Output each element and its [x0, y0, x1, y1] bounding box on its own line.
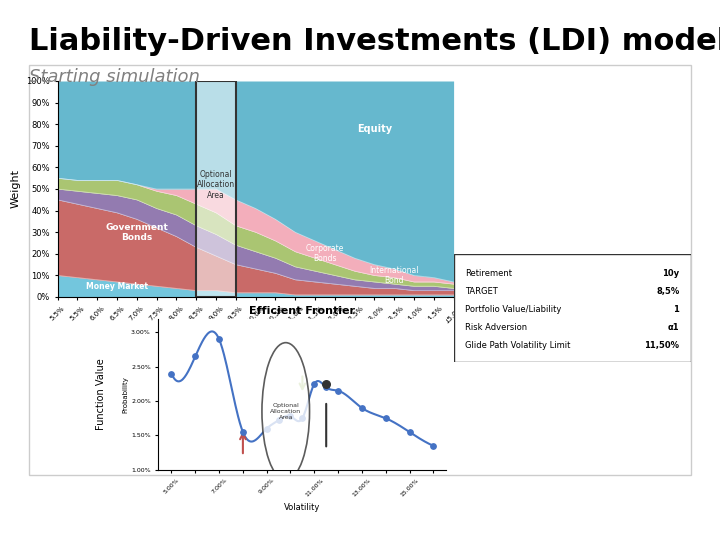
Point: [404, 428, 415, 436]
Text: Liability-Driven Investments (LDI) model: Liability-Driven Investments (LDI) model: [29, 27, 720, 56]
Text: Starting simulation: Starting simulation: [29, 68, 199, 85]
Point: [237, 428, 248, 436]
Point: [380, 414, 392, 423]
Point: [320, 380, 332, 388]
Point: [261, 424, 272, 433]
Text: Risk Adversion: Risk Adversion: [466, 323, 528, 332]
Text: International
Bond: International Bond: [369, 266, 419, 285]
Point: [273, 416, 284, 424]
Point: [166, 369, 177, 378]
FancyBboxPatch shape: [454, 254, 691, 362]
Text: Glide Path Volatility Limit: Glide Path Volatility Limit: [466, 341, 571, 350]
Text: 10y: 10y: [662, 269, 679, 278]
Text: Government
Bonds: Government Bonds: [105, 222, 168, 242]
Point: [333, 387, 344, 395]
Point: [297, 414, 308, 423]
Text: 1: 1: [673, 306, 679, 314]
Title: Efficient Frontier: Efficient Frontier: [249, 306, 356, 316]
Point: [428, 441, 439, 450]
Text: Portfolio Value/Liability: Portfolio Value/Liability: [466, 306, 562, 314]
Y-axis label: Probability: Probability: [122, 376, 128, 413]
Text: Function Value: Function Value: [96, 359, 106, 430]
Point: [356, 403, 368, 412]
X-axis label: Volatility: Volatility: [284, 503, 320, 512]
Text: Corporate
Bonds: Corporate Bonds: [306, 244, 344, 264]
Text: Retirement: Retirement: [466, 269, 513, 278]
Y-axis label: Weight: Weight: [11, 170, 21, 208]
Point: [320, 383, 332, 391]
Point: [189, 352, 201, 361]
Point: [213, 335, 225, 343]
Point: [284, 412, 296, 421]
Circle shape: [262, 343, 310, 480]
Text: Optional
Allocation
Area: Optional Allocation Area: [270, 403, 301, 420]
Text: 8,5%: 8,5%: [656, 287, 679, 296]
Point: [309, 380, 320, 388]
Bar: [196, 81, 236, 297]
Bar: [196, 81, 236, 297]
Text: α1: α1: [667, 323, 679, 332]
Text: 11,50%: 11,50%: [644, 341, 679, 350]
Text: Optional
Allocation
Area: Optional Allocation Area: [197, 170, 235, 200]
Text: TARGET: TARGET: [466, 287, 498, 296]
Text: Money Market: Money Market: [86, 282, 148, 291]
Text: Equity: Equity: [357, 124, 392, 133]
